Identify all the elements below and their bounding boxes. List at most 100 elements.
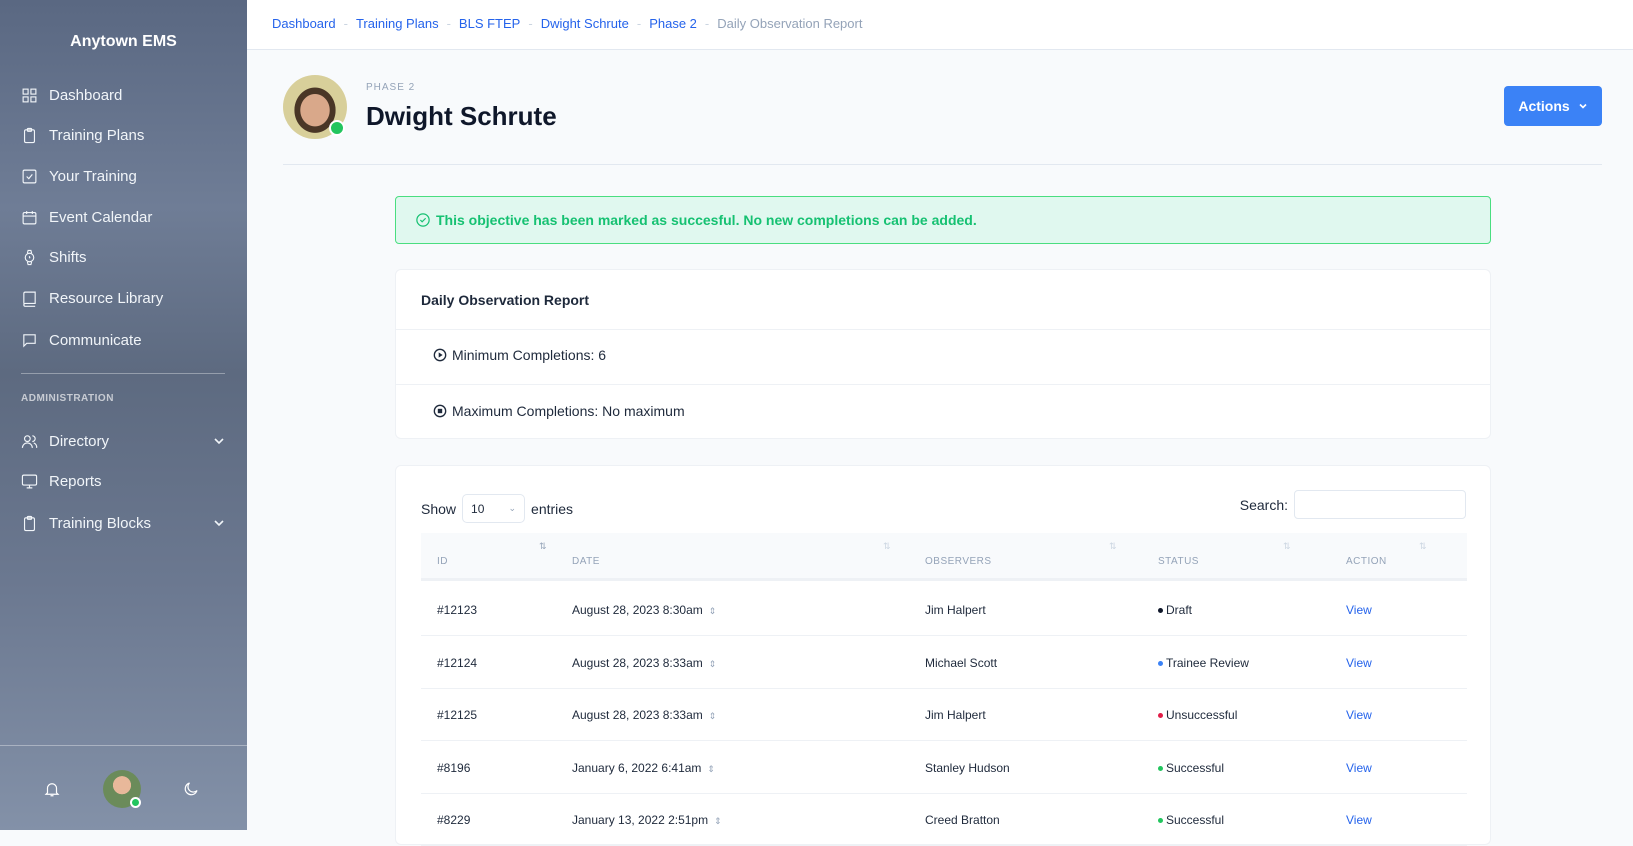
- status-dot: [1158, 608, 1163, 614]
- table-row: #12125 August 28, 2023 8:33am ⇕ Jim Halpert…: [421, 689, 1467, 741]
- row-id: #12125: [437, 708, 478, 722]
- sidebar-item-training-blocks[interactable]: Training Blocks: [21, 509, 225, 537]
- row-observer: Jim Halpert: [925, 603, 986, 617]
- sidebar-item-label: Your Training: [49, 167, 137, 185]
- objective-title: Daily Observation Report: [421, 292, 590, 308]
- chevron-down-icon: [214, 438, 224, 445]
- calendar-icon: [22, 210, 37, 224]
- bell-icon[interactable]: [43, 780, 61, 798]
- date-text: August 28, 2023 8:30am: [572, 603, 703, 617]
- sidebar-divider: [21, 373, 225, 374]
- sidebar-item-label: Dashboard: [49, 86, 123, 104]
- sort-icon[interactable]: ⇅: [883, 541, 891, 551]
- sidebar-item-event-calendar[interactable]: Event Calendar: [21, 203, 225, 231]
- sort-icon[interactable]: ⇅: [1283, 541, 1291, 551]
- date-text: January 13, 2022 2:51pm: [572, 813, 709, 827]
- chevron-down-icon: [214, 520, 224, 527]
- show-label: Show: [421, 500, 457, 517]
- table-row: #12123 August 28, 2023 8:30am ⇕ Jim Halpert…: [421, 584, 1467, 636]
- row-status: Draft: [1158, 603, 1192, 617]
- status-dot: [1158, 818, 1163, 824]
- status-dot: [1158, 765, 1163, 771]
- row-date: August 28, 2023 8:30am ⇕: [572, 603, 716, 617]
- breadcrumb-separator: -: [343, 16, 348, 31]
- column-header-observers[interactable]: OBSERVERS: [925, 556, 992, 567]
- entries-label: entries: [531, 500, 574, 517]
- row-date: August 28, 2023 8:33am ⇕: [572, 708, 716, 722]
- column-header-status[interactable]: STATUS: [1158, 556, 1199, 567]
- breadcrumb-separator: -: [704, 16, 710, 31]
- chevron-down-icon: ⌄: [508, 503, 517, 513]
- sort-icon: ⇕: [708, 711, 717, 721]
- sidebar-item-label: Training Plans: [49, 126, 145, 144]
- actions-button[interactable]: Actions: [1504, 86, 1602, 126]
- sidebar-item-dashboard[interactable]: Dashboard: [21, 81, 225, 109]
- actions-label: Actions: [1518, 98, 1570, 114]
- sidebar-item-label: Shifts: [49, 248, 87, 266]
- row-status: Trainee Review: [1158, 656, 1249, 670]
- check-circle-icon: [416, 213, 430, 227]
- breadcrumb: Dashboard - Training Plans - BLS FTEP - Dwight…: [272, 16, 862, 31]
- status-dot: [1158, 660, 1163, 666]
- breadcrumb-link[interactable]: Dwight Schrute: [540, 16, 629, 31]
- status-text: Successful: [1166, 760, 1225, 775]
- monitor-icon: [21, 474, 38, 488]
- breadcrumb-separator: -: [636, 16, 642, 31]
- row-id: #8229: [437, 813, 471, 827]
- sidebar-section-label: ADMINISTRATION: [21, 393, 114, 404]
- sort-icon[interactable]: ⇅: [1109, 541, 1117, 551]
- table-row: #8196 January 6, 2022 6:41am ⇕ Stanley Huds…: [421, 742, 1467, 794]
- sidebar-item-label: Reports: [49, 472, 102, 490]
- view-link[interactable]: View: [1346, 813, 1372, 827]
- row-observer: Creed Bratton: [925, 813, 1000, 827]
- online-status-dot: [329, 120, 345, 136]
- clipboard-icon: [23, 515, 36, 531]
- sidebar: Anytown EMS Dashboard Training Plans Your …: [0, 0, 247, 830]
- watch-icon: [24, 249, 35, 265]
- breadcrumb-link[interactable]: BLS FTEP: [458, 16, 521, 31]
- moon-icon[interactable]: [182, 780, 200, 798]
- view-link[interactable]: View: [1346, 760, 1372, 775]
- objective-card: Daily Observation Report Minimum Complet…: [395, 269, 1491, 439]
- sidebar-item-your-training[interactable]: Your Training: [21, 162, 225, 190]
- sidebar-item-shifts[interactable]: Shifts: [21, 243, 225, 271]
- page-title: Dwight Schrute: [366, 101, 557, 131]
- breadcrumb-link[interactable]: Phase 2: [649, 16, 697, 31]
- grid-icon: [22, 88, 37, 102]
- breadcrumb-link[interactable]: Dashboard: [272, 16, 336, 31]
- row-observer: Michael Scott: [925, 655, 998, 670]
- sidebar-item-resource-library[interactable]: Resource Library: [21, 284, 225, 312]
- sidebar-item-label: Directory: [49, 432, 110, 450]
- sidebar-item-training-plans[interactable]: Training Plans: [21, 121, 225, 149]
- sort-icon: ⇕: [708, 658, 717, 669]
- column-header-action[interactable]: ACTION: [1346, 556, 1387, 567]
- row-status: Unsuccessful: [1158, 708, 1237, 722]
- sidebar-item-label: Event Calendar: [49, 208, 153, 226]
- sidebar-item-communicate[interactable]: Communicate: [21, 326, 225, 354]
- page-size-select[interactable]: 10 ⌄: [462, 494, 526, 523]
- view-link[interactable]: View: [1346, 603, 1372, 617]
- sidebar-item-label: Communicate: [49, 331, 142, 349]
- column-header-date[interactable]: DATE: [572, 556, 600, 567]
- row-id: #12124: [437, 655, 478, 670]
- sort-icon[interactable]: ⇅: [1419, 541, 1427, 551]
- sort-icon[interactable]: ⇅: [539, 541, 547, 551]
- row-date: August 28, 2023 8:33am ⇕: [572, 656, 716, 670]
- book-icon: [23, 291, 36, 307]
- search-input[interactable]: [1294, 490, 1466, 519]
- status-text: Draft: [1166, 603, 1193, 617]
- maximum-completions: Maximum Completions: No maximum: [433, 403, 685, 419]
- completions-table-card: Show 10 ⌄ entries Search: ID ⇅ DATE ⇅ OBSERVE…: [395, 465, 1491, 846]
- chevron-down-icon: [1579, 103, 1587, 109]
- date-text: January 6, 2022 6:41am: [572, 760, 702, 775]
- date-text: August 28, 2023 8:33am: [572, 655, 703, 670]
- search-label: Search:: [1239, 496, 1288, 513]
- sidebar-item-directory[interactable]: Directory: [21, 427, 225, 455]
- column-header-id[interactable]: ID: [437, 556, 448, 567]
- view-link[interactable]: View: [1346, 655, 1372, 670]
- sidebar-item-reports[interactable]: Reports: [21, 467, 225, 495]
- divider: [283, 164, 1602, 165]
- sort-icon: ⇕: [707, 763, 715, 774]
- breadcrumb-link[interactable]: Training Plans: [355, 16, 439, 31]
- view-link[interactable]: View: [1346, 708, 1372, 722]
